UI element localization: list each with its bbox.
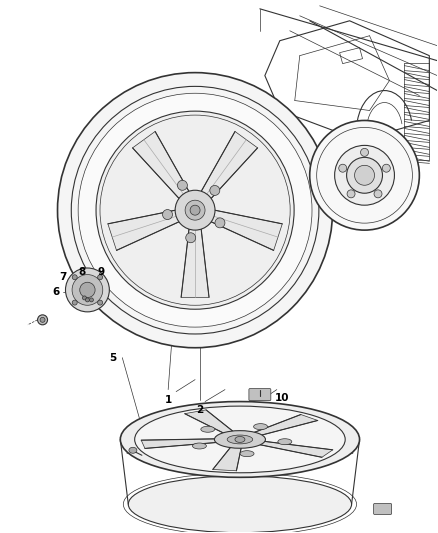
Ellipse shape <box>57 72 332 348</box>
Ellipse shape <box>38 315 48 325</box>
Ellipse shape <box>162 209 173 220</box>
Ellipse shape <box>66 268 110 312</box>
Ellipse shape <box>72 300 77 305</box>
Polygon shape <box>213 446 241 471</box>
Polygon shape <box>257 441 333 457</box>
Ellipse shape <box>78 93 312 327</box>
Ellipse shape <box>360 148 368 156</box>
Ellipse shape <box>201 426 215 432</box>
Ellipse shape <box>128 476 352 532</box>
Ellipse shape <box>215 218 225 228</box>
Ellipse shape <box>98 300 102 305</box>
Ellipse shape <box>335 146 395 205</box>
Ellipse shape <box>235 437 245 442</box>
Ellipse shape <box>210 185 220 196</box>
Ellipse shape <box>278 439 292 445</box>
Polygon shape <box>181 228 209 297</box>
Ellipse shape <box>80 282 95 297</box>
Ellipse shape <box>186 233 196 243</box>
Ellipse shape <box>310 120 419 230</box>
Ellipse shape <box>190 205 200 215</box>
Ellipse shape <box>129 447 137 453</box>
Polygon shape <box>141 439 219 448</box>
Polygon shape <box>210 210 282 251</box>
Ellipse shape <box>240 451 254 457</box>
Ellipse shape <box>347 190 355 198</box>
Polygon shape <box>185 410 235 434</box>
Polygon shape <box>108 210 180 251</box>
Ellipse shape <box>227 435 253 444</box>
Ellipse shape <box>355 165 374 185</box>
Ellipse shape <box>254 424 268 430</box>
Ellipse shape <box>134 406 345 473</box>
Text: 6: 6 <box>52 287 59 297</box>
FancyBboxPatch shape <box>249 389 271 401</box>
Ellipse shape <box>72 274 77 280</box>
Ellipse shape <box>72 274 103 305</box>
Ellipse shape <box>175 190 215 230</box>
Ellipse shape <box>89 298 93 302</box>
Ellipse shape <box>215 431 265 448</box>
Ellipse shape <box>192 443 206 449</box>
Polygon shape <box>252 415 318 436</box>
Ellipse shape <box>339 164 347 172</box>
Ellipse shape <box>177 180 187 190</box>
Text: 5: 5 <box>109 353 116 363</box>
Ellipse shape <box>96 111 294 309</box>
Ellipse shape <box>382 164 390 172</box>
Ellipse shape <box>98 274 102 280</box>
Polygon shape <box>133 132 189 199</box>
Text: 2: 2 <box>196 405 204 415</box>
Text: 8: 8 <box>79 267 86 277</box>
Ellipse shape <box>40 317 45 322</box>
Ellipse shape <box>374 190 382 198</box>
Polygon shape <box>201 132 258 199</box>
Text: 10: 10 <box>275 393 289 402</box>
Ellipse shape <box>82 296 86 300</box>
Text: 1: 1 <box>165 394 172 405</box>
Ellipse shape <box>346 157 382 193</box>
Ellipse shape <box>85 298 89 302</box>
Text: 9: 9 <box>98 267 105 277</box>
Text: 7: 7 <box>59 272 66 282</box>
Ellipse shape <box>120 401 360 478</box>
Ellipse shape <box>185 200 205 220</box>
FancyBboxPatch shape <box>374 504 392 514</box>
